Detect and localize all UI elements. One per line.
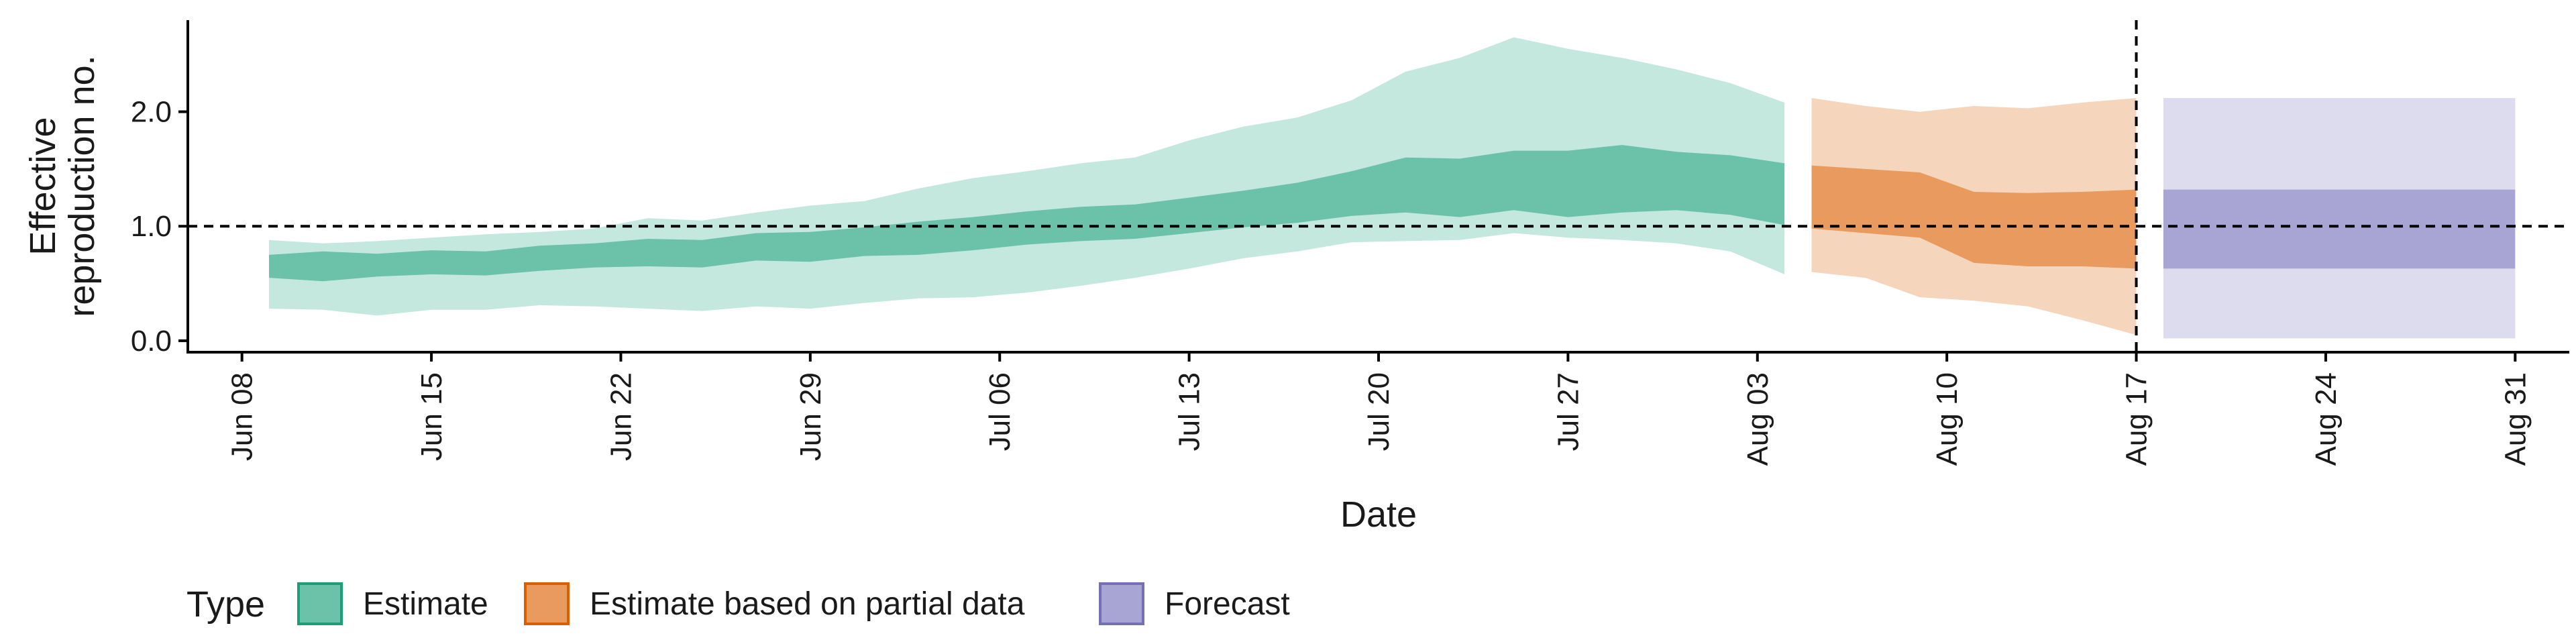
band-inner-estimate-based-on-partial-data — [1811, 165, 2137, 269]
x-tick-label: Aug 10 — [1931, 372, 1964, 466]
x-tick-label: Jul 27 — [1552, 372, 1585, 451]
y-tick-label: 2.0 — [131, 96, 172, 129]
x-tick-label: Aug 17 — [2121, 372, 2153, 466]
legend-label: Forecast — [1165, 586, 1290, 622]
x-tick-label: Jun 15 — [415, 372, 448, 461]
legend-key — [1099, 582, 1144, 625]
x-axis-title: Date — [1340, 494, 1417, 535]
band-inner-forecast — [2163, 189, 2516, 269]
legend-label: Estimate — [363, 586, 488, 622]
y-tick-label: 0.0 — [131, 325, 172, 358]
x-tick-label: Jun 29 — [794, 372, 827, 461]
reference-lines — [188, 20, 2569, 352]
y-tick-label: 1.0 — [131, 210, 172, 243]
x-tick-label: Jul 20 — [1362, 372, 1395, 451]
y-axis-title-line: reproduction no. — [62, 55, 102, 317]
x-tick-label: Aug 03 — [1741, 372, 1774, 466]
legend-label: Estimate based on partial data — [590, 586, 1025, 622]
band-layer — [269, 37, 2516, 339]
x-tick-label: Jul 06 — [983, 372, 1016, 451]
y-axis-title-line: Effective — [23, 117, 63, 255]
legend-title: Type — [186, 584, 265, 625]
legend-key — [297, 582, 343, 625]
x-tick-label: Jun 22 — [605, 372, 638, 461]
x-tick-label: Aug 31 — [2499, 372, 2532, 466]
y-axis-title: Effectivereproduction no. — [23, 55, 102, 317]
x-tick-label: Jun 08 — [226, 372, 259, 461]
x-tick-label: Jul 13 — [1173, 372, 1206, 451]
axes: 0.0 1.0 2.0 Jun 08 Jun 15 Jun 22 Jun 29 Jul 06 J… — [131, 20, 2569, 466]
legend: Type Estimate Estimate based on partial da… — [186, 582, 1290, 625]
x-tick-label: Aug 24 — [2310, 372, 2343, 466]
legend-key — [524, 582, 570, 625]
axis-labels: Date Effectivereproduction no. — [23, 55, 1417, 535]
band-inner-estimate — [269, 145, 1785, 282]
